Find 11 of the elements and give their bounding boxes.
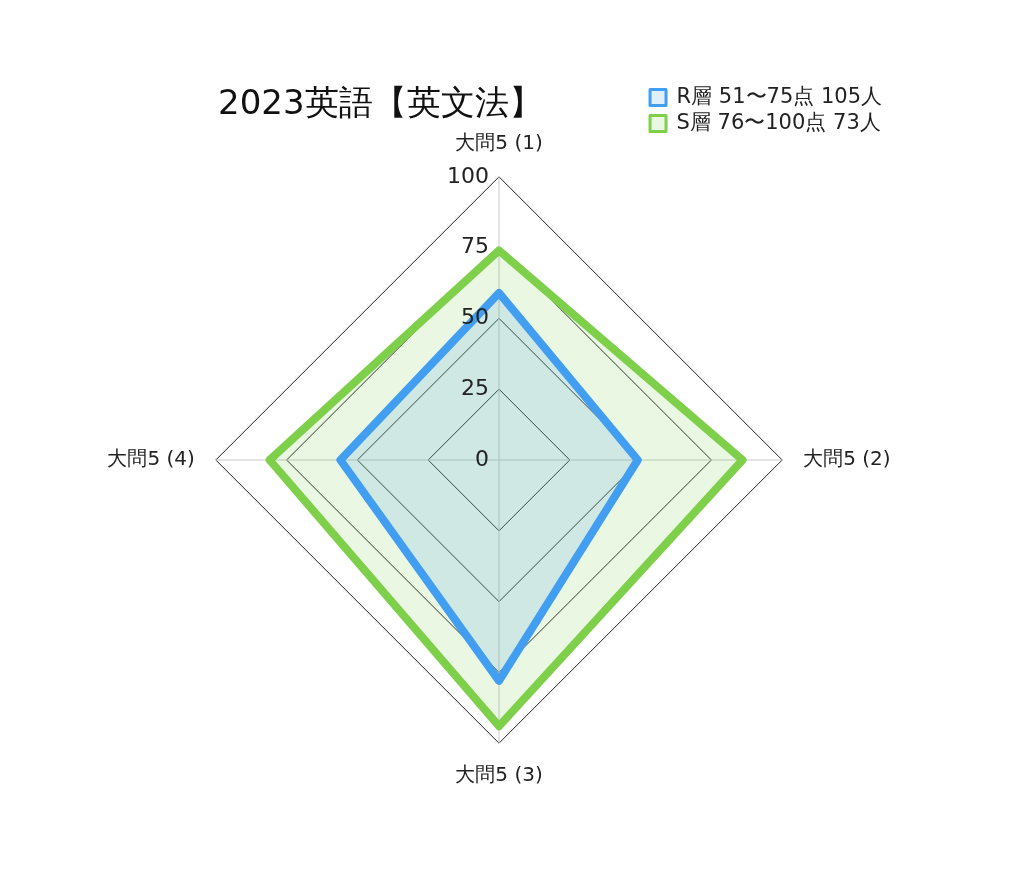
chart-title: 2023英語【英文法】 [218,82,543,123]
spoke-label: 大問5 (2) [803,446,891,471]
spoke-label: 大問5 (3) [455,762,543,787]
spoke-label: 大問5 (1) [455,130,543,154]
y-tick-label: 0 [475,445,489,471]
y-tick-label: 75 [461,233,489,259]
spoke-label: 大問5 (4) [107,446,195,471]
legend-label: R層 51〜75点 105人 [676,83,882,108]
y-tick-label: 25 [461,374,489,400]
legend-label: S層 76〜100点 73人 [676,109,881,134]
y-tick-label: 100 [447,162,489,188]
